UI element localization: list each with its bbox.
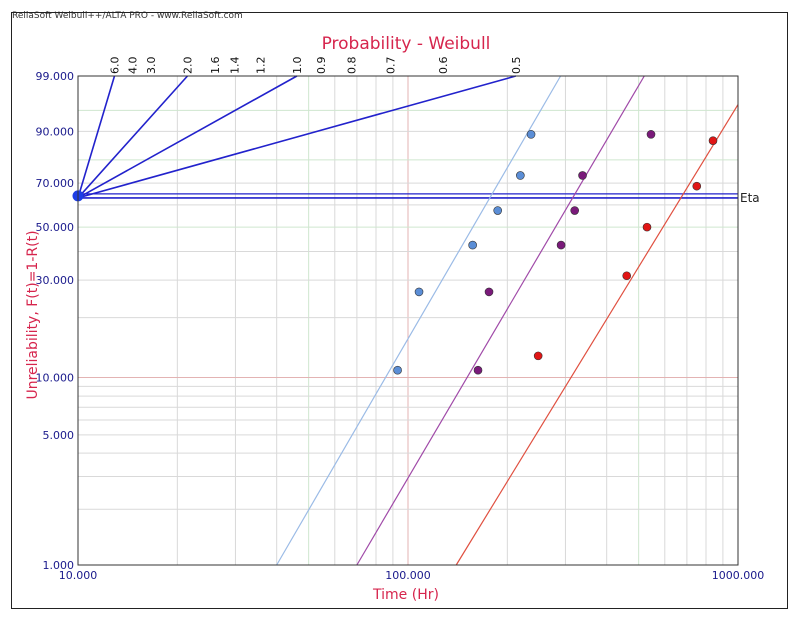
data-point — [516, 171, 525, 180]
y-tick-label: 90.000 — [36, 125, 75, 138]
data-point — [646, 130, 656, 139]
y-tick-label: 1.000 — [43, 559, 75, 572]
data-point — [692, 181, 702, 191]
data-points — [393, 130, 718, 375]
fit-line — [455, 104, 739, 566]
data-point — [570, 206, 579, 215]
y-tick-label: 70.000 — [36, 177, 75, 190]
beta-tick-label: 0.5 — [510, 57, 523, 75]
beta-fan-line — [77, 75, 189, 199]
beta-tick-label: 6.0 — [108, 57, 121, 75]
y-tick-label: 5.000 — [43, 429, 75, 442]
beta-fan-line — [77, 75, 517, 199]
grid — [77, 75, 739, 565]
beta-tick-label: 3.0 — [145, 57, 158, 75]
beta-tick-label: 0.7 — [385, 57, 398, 75]
data-point — [578, 171, 587, 180]
x-tick-label: 10.000 — [59, 569, 98, 582]
x-axis-label: Time (Hr) — [372, 587, 439, 603]
beta-tick-label: 0.8 — [346, 57, 359, 75]
data-point — [642, 222, 652, 232]
data-point — [414, 287, 424, 297]
chart-frame — [11, 12, 788, 609]
eta-label: Eta — [740, 191, 760, 205]
chart-title: Probability - Weibull — [322, 34, 491, 54]
data-point — [484, 287, 494, 297]
fit-line — [356, 75, 645, 566]
fit-lines — [276, 75, 739, 566]
data-point — [556, 240, 566, 250]
beta-fan-lines — [77, 75, 517, 199]
y-axis-label: Unreliability, F(t)=1-R(t) — [25, 230, 41, 399]
beta-fan-line — [77, 75, 116, 199]
y-tick-label: 99.000 — [36, 70, 75, 83]
data-point — [526, 130, 536, 139]
y-tick-label: 50.000 — [36, 221, 75, 234]
beta-tick-label: 1.2 — [254, 57, 267, 75]
data-point — [708, 136, 718, 145]
data-point — [393, 365, 402, 375]
beta-fan-line — [77, 75, 298, 199]
window-header: ReliaSoft Weibull++/ALTA PRO - www.Relia… — [12, 11, 243, 21]
y-tick-label: 10.000 — [36, 371, 75, 384]
beta-tick-label: 0.6 — [437, 57, 450, 75]
beta-tick-label: 1.6 — [209, 57, 222, 75]
axes: 1.000 5.000 10.000 30.000 50.000 70.000 90.000… — [36, 70, 765, 582]
beta-tick-label: 1.4 — [228, 57, 241, 75]
beta-scale-labels: 6.0 4.0 3.0 2.0 1.6 1.4 1.2 1.0 0.9 0.8 0.7 0.6 0.5 — [108, 57, 522, 75]
data-point — [468, 240, 477, 250]
fit-line — [276, 75, 562, 566]
beta-tick-label: 2.0 — [181, 57, 194, 75]
plot-border — [77, 75, 739, 566]
data-point — [622, 271, 632, 281]
eta-line: Eta — [72, 190, 760, 205]
beta-tick-label: 1.0 — [291, 57, 304, 75]
x-tick-label: 100.000 — [385, 569, 431, 582]
data-point — [473, 365, 483, 375]
data-point — [493, 206, 503, 215]
x-tick-label: 1000.000 — [712, 569, 765, 582]
data-point — [533, 351, 543, 361]
beta-tick-label: 4.0 — [127, 57, 140, 75]
beta-tick-label: 0.9 — [315, 57, 328, 75]
y-tick-label: 30.000 — [36, 274, 75, 287]
